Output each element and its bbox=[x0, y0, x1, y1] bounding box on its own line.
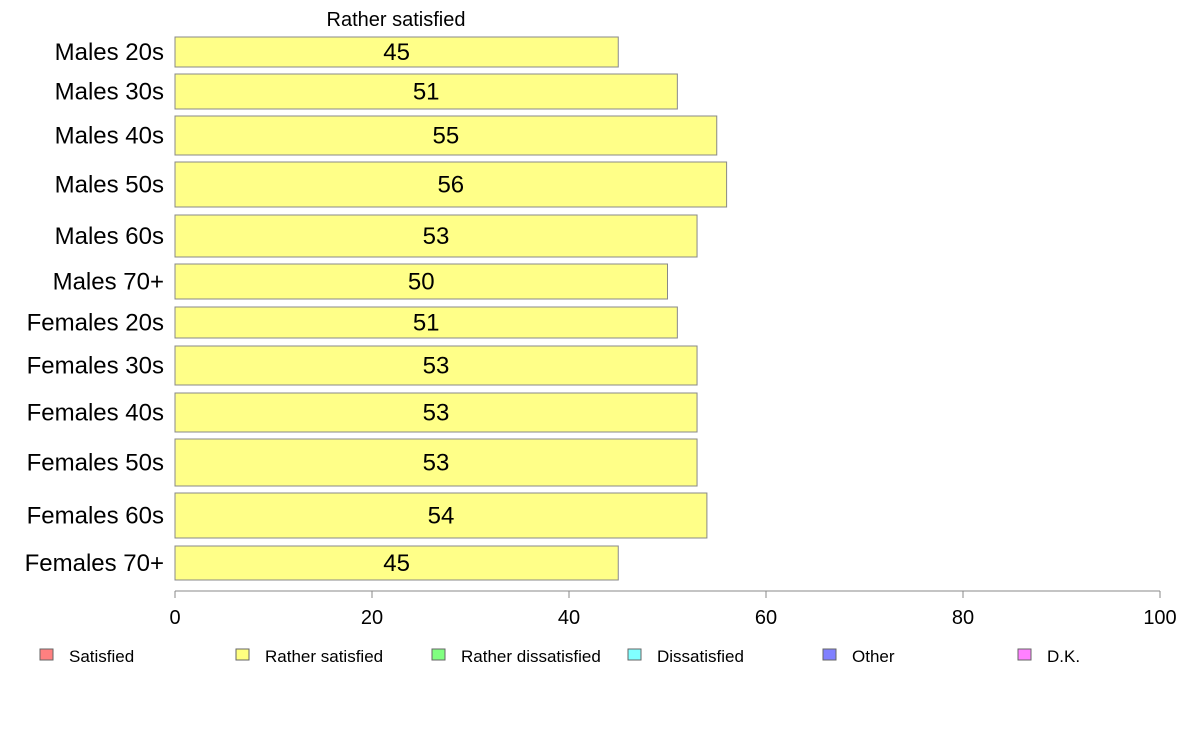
category-label: Females 50s bbox=[27, 450, 164, 477]
bar-value-label: 51 bbox=[413, 310, 440, 337]
bar-value-label: 53 bbox=[423, 353, 450, 380]
bar-value-label: 53 bbox=[423, 450, 450, 477]
category-label: Females 40s bbox=[27, 400, 164, 427]
legend-label: Rather dissatisfied bbox=[461, 647, 601, 666]
legend-label: Rather satisfied bbox=[265, 647, 383, 666]
bar-value-label: 53 bbox=[423, 223, 450, 250]
bar-value-label: 56 bbox=[437, 172, 464, 199]
x-tick-label: 100 bbox=[1143, 607, 1176, 629]
legend-swatch bbox=[431, 648, 446, 661]
x-tick-label: 20 bbox=[361, 607, 383, 629]
bar bbox=[174, 306, 678, 339]
category-label: Females 60s bbox=[27, 503, 164, 530]
category-label: Males 20s bbox=[55, 39, 164, 66]
series-header: Rather satisfied bbox=[327, 9, 466, 31]
x-tick-label: 80 bbox=[952, 607, 974, 629]
legend: Satisfied Rather satisfied Rather dissatis… bbox=[39, 647, 1080, 666]
category-label: Females 30s bbox=[27, 353, 164, 380]
bar bbox=[174, 345, 698, 386]
bar bbox=[174, 438, 698, 487]
bar bbox=[174, 161, 728, 208]
bar-value-label: 45 bbox=[383, 550, 410, 577]
legend-label: D.K. bbox=[1047, 647, 1080, 666]
bar-value-label: 45 bbox=[383, 39, 410, 66]
bar bbox=[174, 115, 718, 156]
bar-value-label: 51 bbox=[413, 79, 440, 106]
bar bbox=[174, 263, 668, 300]
legend-label: Satisfied bbox=[69, 647, 134, 666]
legend-swatch bbox=[1017, 648, 1032, 661]
x-axis: 0 20 40 60 80 100 bbox=[169, 590, 1177, 629]
legend-swatch bbox=[235, 648, 250, 661]
x-tick-label: 0 bbox=[169, 607, 180, 629]
legend-swatch bbox=[822, 648, 837, 661]
x-tick-label: 60 bbox=[755, 607, 777, 629]
legend-label: Other bbox=[852, 647, 895, 666]
bar-value-label: 50 bbox=[408, 269, 435, 296]
category-label: Males 70+ bbox=[53, 269, 164, 296]
bar bbox=[174, 36, 619, 68]
category-label: Females 70+ bbox=[25, 550, 164, 577]
legend-swatch bbox=[39, 648, 54, 661]
category-label: Males 50s bbox=[55, 172, 164, 199]
bars-layer: Males 20s 45 Males 30s 51 Males 40s 55 Males 5… bbox=[25, 36, 728, 581]
category-label: Males 40s bbox=[55, 123, 164, 150]
bar bbox=[174, 545, 619, 581]
x-tick-label: 40 bbox=[558, 607, 580, 629]
bar-value-label: 54 bbox=[428, 503, 455, 530]
bar bbox=[174, 73, 678, 110]
legend-label: Dissatisfied bbox=[657, 647, 744, 666]
bar-value-label: 55 bbox=[433, 123, 460, 150]
legend-swatch bbox=[627, 648, 642, 661]
bar bbox=[174, 214, 698, 258]
bar-value-label: 53 bbox=[423, 400, 450, 427]
category-label: Males 30s bbox=[55, 79, 164, 106]
category-label: Males 60s bbox=[55, 223, 164, 250]
bar bbox=[174, 492, 708, 539]
category-label: Females 20s bbox=[27, 310, 164, 337]
bar bbox=[174, 392, 698, 433]
